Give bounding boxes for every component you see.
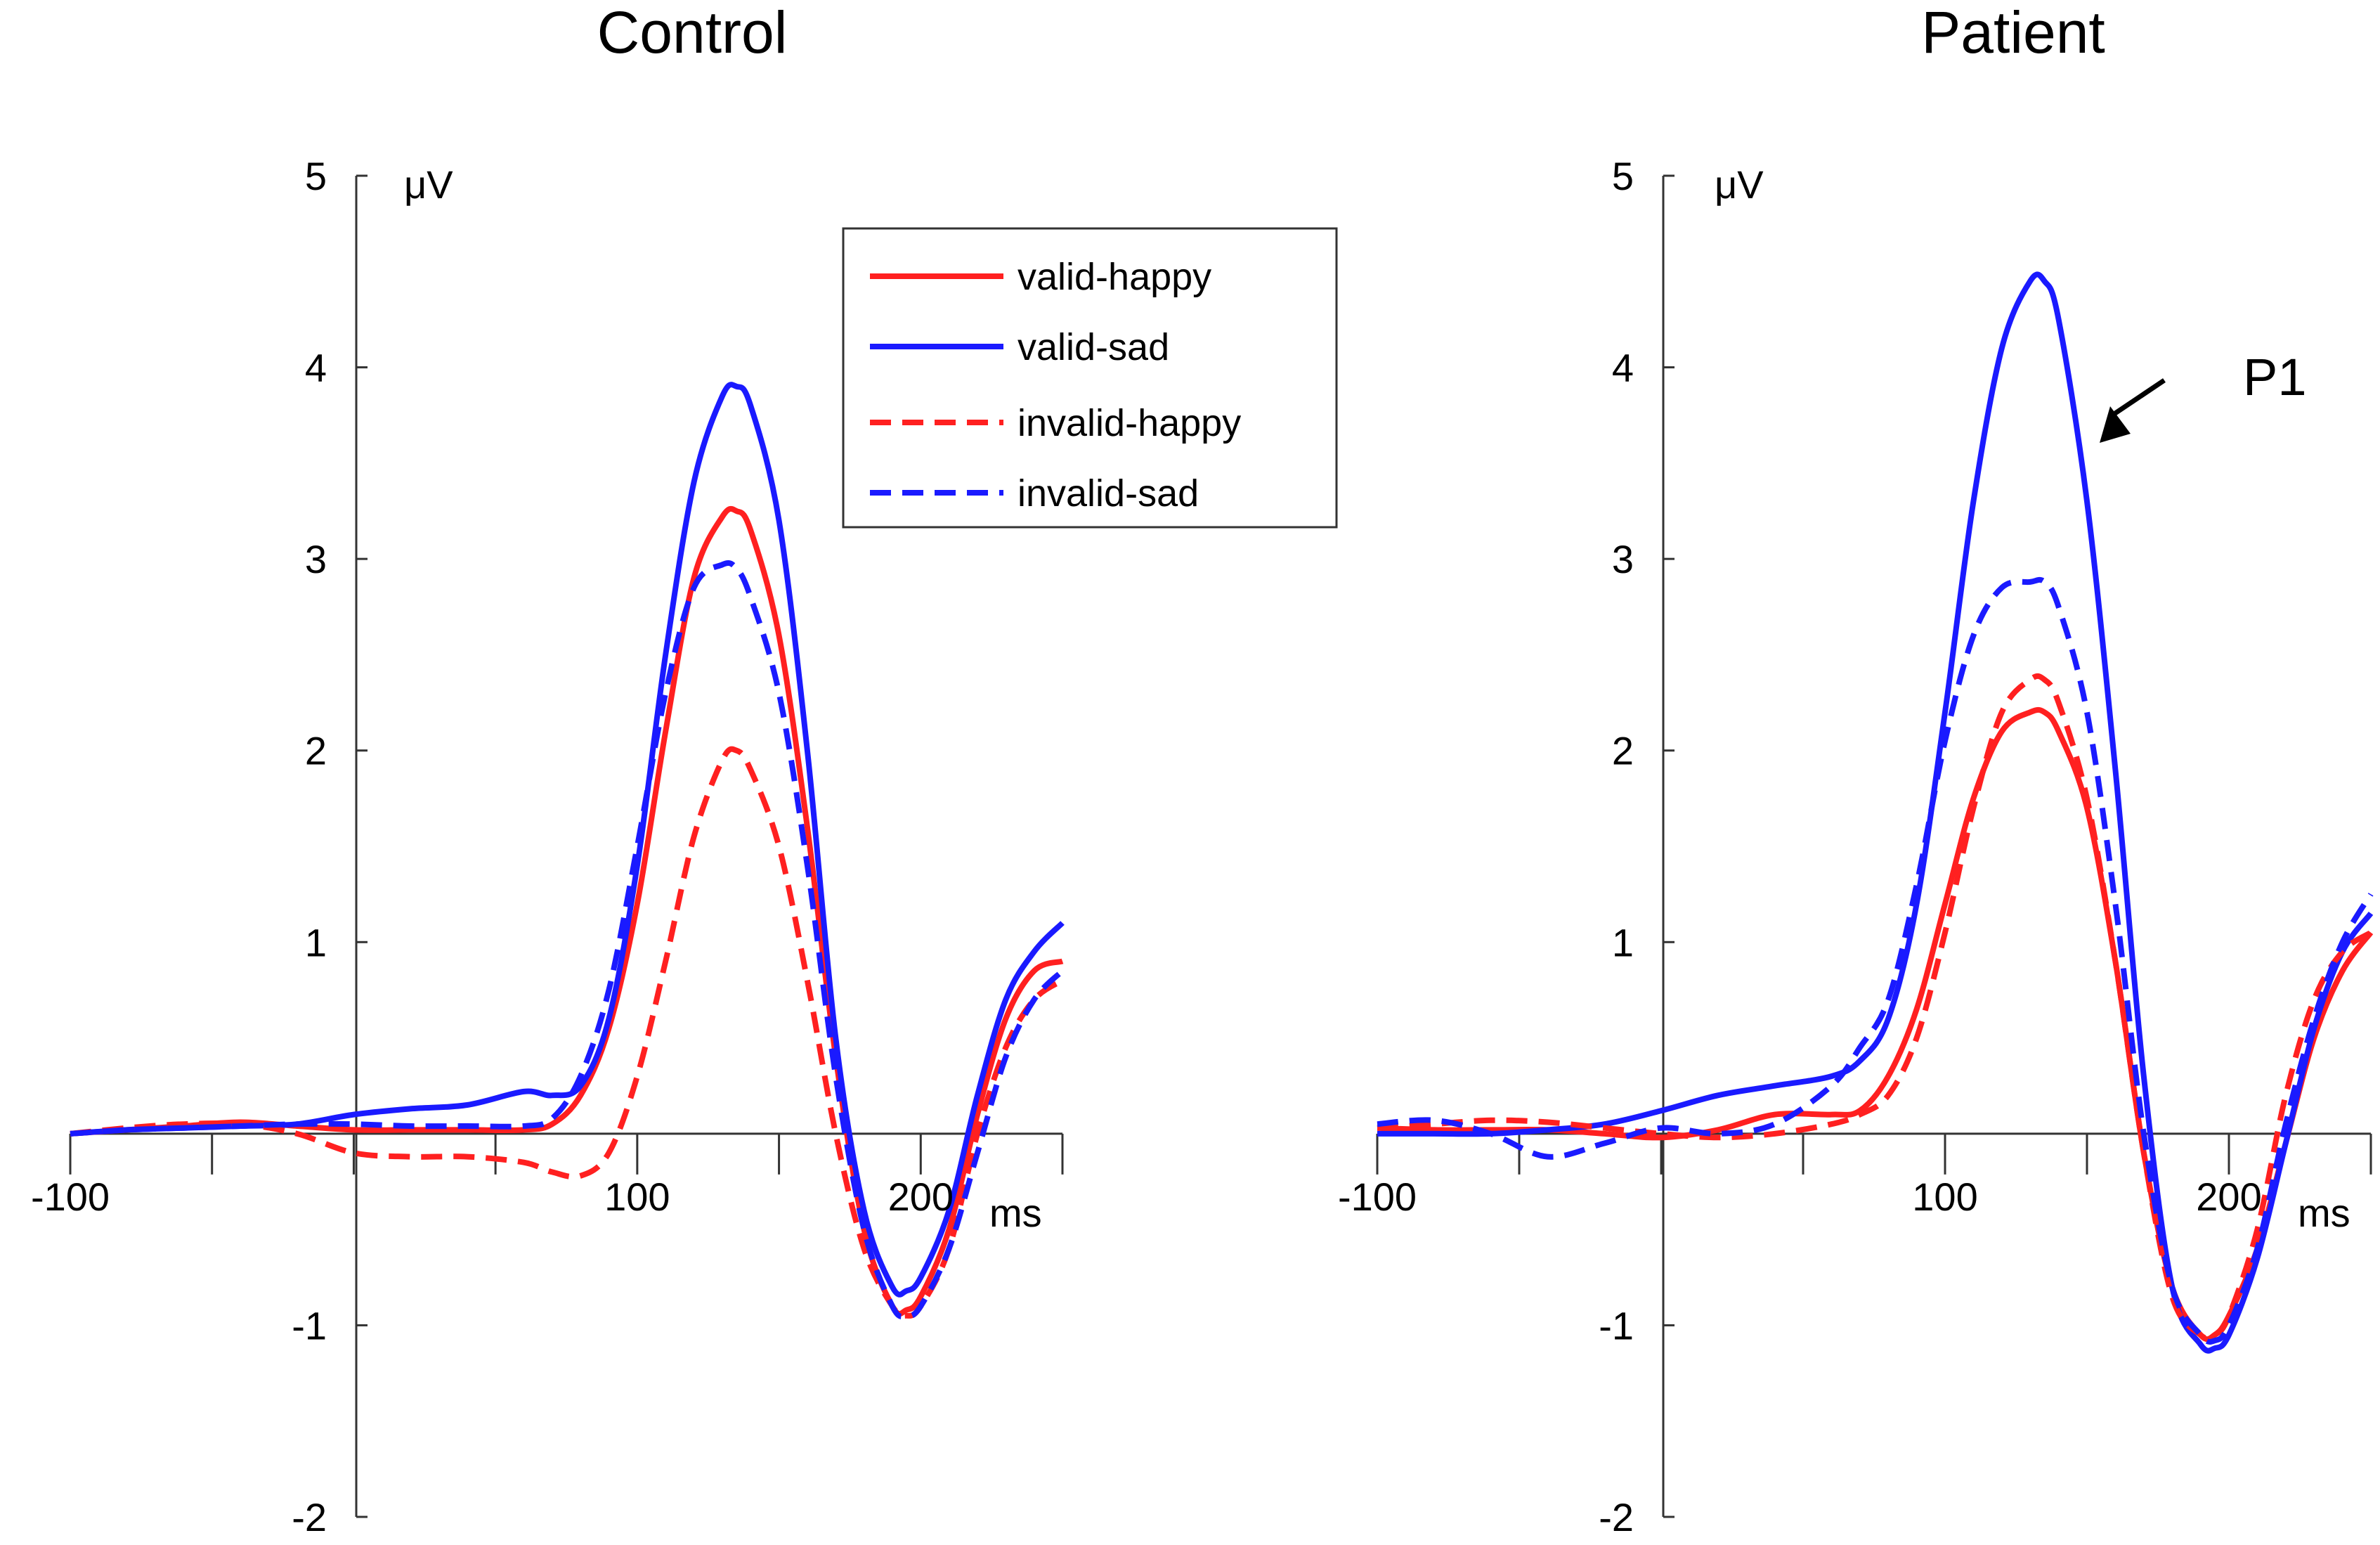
patient-series-valid-sad bbox=[1377, 271, 2374, 1354]
control-y-tick-label: 5 bbox=[305, 154, 327, 198]
legend: valid-happy valid-sad invalid-happy inva… bbox=[842, 227, 1338, 529]
patient-x-tick-label: 200 bbox=[2196, 1175, 2261, 1219]
patient-x-tick-label: 100 bbox=[1912, 1175, 1977, 1219]
control-x-tick-label: 100 bbox=[604, 1175, 670, 1219]
patient-series-group bbox=[1377, 271, 2374, 1354]
patient-y-tick-label: -2 bbox=[1599, 1495, 1634, 1539]
patient-series-invalid-sad bbox=[1377, 576, 2374, 1345]
control-series-valid-sad bbox=[70, 382, 1065, 1298]
control-y-tick-label: 2 bbox=[305, 729, 327, 773]
p1-arrow-head bbox=[2100, 406, 2131, 443]
control-series-invalid-happy bbox=[70, 746, 1065, 1319]
control-series-group bbox=[70, 382, 1065, 1319]
control-tick-labels: 5 4 3 2 1 -1 -2 -100 100 200 bbox=[31, 154, 954, 1539]
control-x-tick-label: 200 bbox=[888, 1175, 954, 1219]
patient-x-tick-label: -100 bbox=[1338, 1175, 1417, 1219]
patient-tick-labels: 5 4 3 2 1 -1 -2 -100 100 200 bbox=[1338, 154, 2262, 1539]
control-axes bbox=[69, 174, 1064, 1518]
control-y-tick-label: 4 bbox=[305, 346, 327, 390]
control-y-unit: μV bbox=[404, 162, 453, 207]
legend-label-invalid-happy: invalid-happy bbox=[1017, 402, 1241, 444]
patient-panel: Patient μV 5 4 3 2 1 -1 -2 -100 100 200 ms P1 bbox=[1338, 0, 2374, 1539]
control-y-tick-label: -2 bbox=[292, 1495, 327, 1539]
patient-x-unit: ms bbox=[2298, 1191, 2350, 1235]
control-y-tick-label: 3 bbox=[305, 537, 327, 581]
control-series-valid-happy bbox=[70, 505, 1064, 1317]
patient-y-tick-label: 3 bbox=[1612, 537, 1634, 581]
patient-y-tick-label: 2 bbox=[1612, 729, 1634, 773]
legend-label-valid-happy: valid-happy bbox=[1017, 256, 1211, 298]
patient-series-invalid-happy bbox=[1377, 673, 2373, 1342]
control-title: Control bbox=[597, 0, 788, 65]
patient-axes bbox=[1376, 174, 2372, 1518]
control-panel: Control μV 5 4 3 2 1 -1 -2 -100 100 200 ms valid-… bbox=[31, 0, 1338, 1539]
p1-label: P1 bbox=[2243, 348, 2307, 406]
patient-y-tick-label: 4 bbox=[1612, 346, 1634, 390]
patient-title: Patient bbox=[1921, 0, 2105, 65]
p1-annotation: P1 bbox=[2100, 348, 2307, 443]
control-y-tick-label: 1 bbox=[305, 920, 327, 964]
control-series-invalid-sad bbox=[70, 560, 1065, 1319]
patient-y-tick-label: 5 bbox=[1612, 154, 1634, 198]
control-x-unit: ms bbox=[989, 1191, 1042, 1235]
control-x-tick-label: -100 bbox=[31, 1175, 110, 1219]
patient-y-tick-label: -1 bbox=[1599, 1303, 1634, 1347]
control-y-tick-label: -1 bbox=[292, 1303, 327, 1347]
patient-y-unit: μV bbox=[1715, 162, 1764, 207]
p1-arrow-shaft bbox=[2114, 378, 2166, 415]
patient-y-tick-label: 1 bbox=[1612, 920, 1634, 964]
legend-label-invalid-sad: invalid-sad bbox=[1017, 472, 1199, 515]
legend-label-valid-sad: valid-sad bbox=[1017, 326, 1169, 368]
